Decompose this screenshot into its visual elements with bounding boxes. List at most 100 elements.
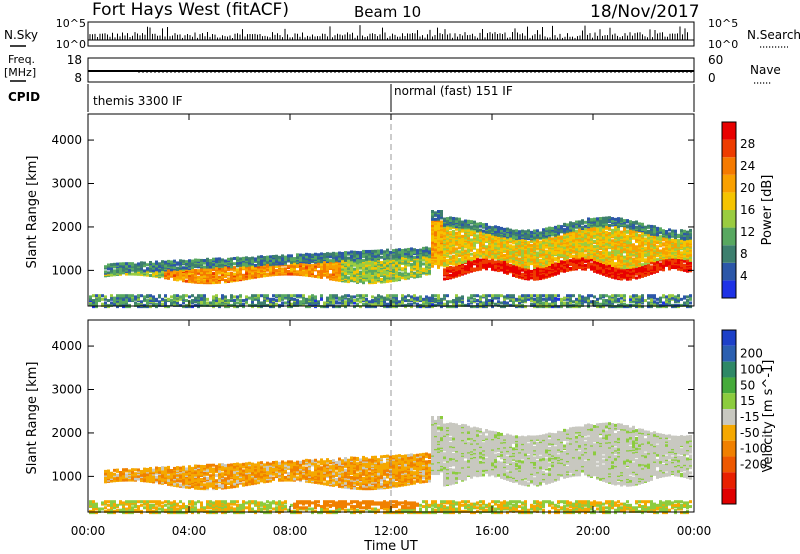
power-cell <box>587 223 590 227</box>
power-cell <box>344 262 347 266</box>
power-cell <box>173 294 176 298</box>
power-cell <box>566 235 569 239</box>
power-cell <box>479 228 482 232</box>
power-cell <box>440 297 443 301</box>
power-cell <box>158 300 161 304</box>
power-cell <box>284 258 287 262</box>
power-cell <box>194 258 197 262</box>
power-cell <box>530 299 533 303</box>
power-cell <box>110 263 113 267</box>
power-cell <box>539 243 542 247</box>
power-cell <box>623 272 626 276</box>
power-cell <box>530 302 533 306</box>
power-cell <box>377 249 380 253</box>
power-cell <box>167 297 170 301</box>
power-cell <box>374 296 377 300</box>
power-cell <box>506 303 509 307</box>
power-cell <box>578 220 581 224</box>
power-cell <box>632 257 635 261</box>
power-cell <box>593 252 596 256</box>
power-cell <box>449 222 452 226</box>
power-cell <box>170 299 173 303</box>
power-cell <box>494 294 497 298</box>
power-cell <box>431 217 434 221</box>
power-cell <box>221 275 224 279</box>
power-cell <box>368 272 371 276</box>
power-cell <box>191 305 194 309</box>
power-cell <box>443 268 446 272</box>
power-cell <box>389 305 392 309</box>
power-cell <box>242 256 245 260</box>
power-cell <box>485 237 488 241</box>
power-cell <box>485 294 488 298</box>
cpid-mode-1: themis 3300 IF <box>93 94 183 108</box>
power-cell <box>422 267 425 271</box>
power-cell <box>347 251 350 255</box>
power-cell <box>293 301 296 305</box>
power-cell <box>209 301 212 305</box>
power-cell <box>464 249 467 253</box>
power-cell <box>149 274 152 278</box>
power-cell <box>245 256 248 260</box>
power-cell <box>275 254 278 258</box>
power-cell <box>155 302 158 306</box>
power-cell <box>152 262 155 266</box>
freq-unit: [MHz] <box>4 66 36 79</box>
power-cell <box>350 273 353 277</box>
power-cell <box>425 295 428 299</box>
power-cell <box>629 229 632 233</box>
power-cell <box>275 259 278 263</box>
power-cell <box>404 275 407 279</box>
power-cell <box>314 256 317 260</box>
power-cell <box>383 280 386 284</box>
power-cell <box>236 268 239 272</box>
power-cell <box>116 262 119 266</box>
power-cell <box>164 299 167 303</box>
power-cell <box>101 302 104 306</box>
power-cell <box>146 294 149 298</box>
power-cell <box>344 294 347 298</box>
power-cell <box>527 294 530 298</box>
power-cell <box>269 263 272 267</box>
power-cell <box>110 273 113 277</box>
power-cell <box>512 241 515 245</box>
power-cell <box>233 272 236 276</box>
power-cell <box>125 294 128 298</box>
power-cell <box>611 231 614 235</box>
power-cell <box>620 235 623 239</box>
power-cell <box>98 294 101 298</box>
power-cell <box>257 255 260 259</box>
power-cell <box>473 294 476 298</box>
power-cell <box>254 257 257 261</box>
power-cell <box>275 294 278 298</box>
power-cell <box>332 299 335 303</box>
power-cell <box>278 294 281 298</box>
power-cell <box>374 257 377 261</box>
power-cell <box>620 260 623 264</box>
power-cell <box>545 227 548 231</box>
power-cell <box>200 258 203 262</box>
power-cell <box>485 249 488 253</box>
power-cell <box>593 245 596 249</box>
power-cell <box>524 297 527 301</box>
power-cell <box>362 249 365 253</box>
power-cell <box>449 273 452 277</box>
power-cell <box>293 297 296 301</box>
power-cell <box>602 299 605 303</box>
power-cell <box>356 263 359 267</box>
power-cell <box>326 296 329 300</box>
power-cell <box>473 251 476 255</box>
cpid-label: CPID <box>8 90 40 104</box>
power-cell <box>560 297 563 301</box>
power-cell <box>635 272 638 276</box>
power-cell <box>548 251 551 255</box>
power-cell <box>386 302 389 306</box>
power-cell <box>506 227 509 231</box>
power-cell <box>422 262 425 266</box>
power-cell <box>542 228 545 232</box>
power-cell <box>293 294 296 298</box>
power-cell <box>197 303 200 307</box>
power-cell <box>629 300 632 304</box>
power-cell <box>569 305 572 309</box>
power-cell <box>359 251 362 255</box>
